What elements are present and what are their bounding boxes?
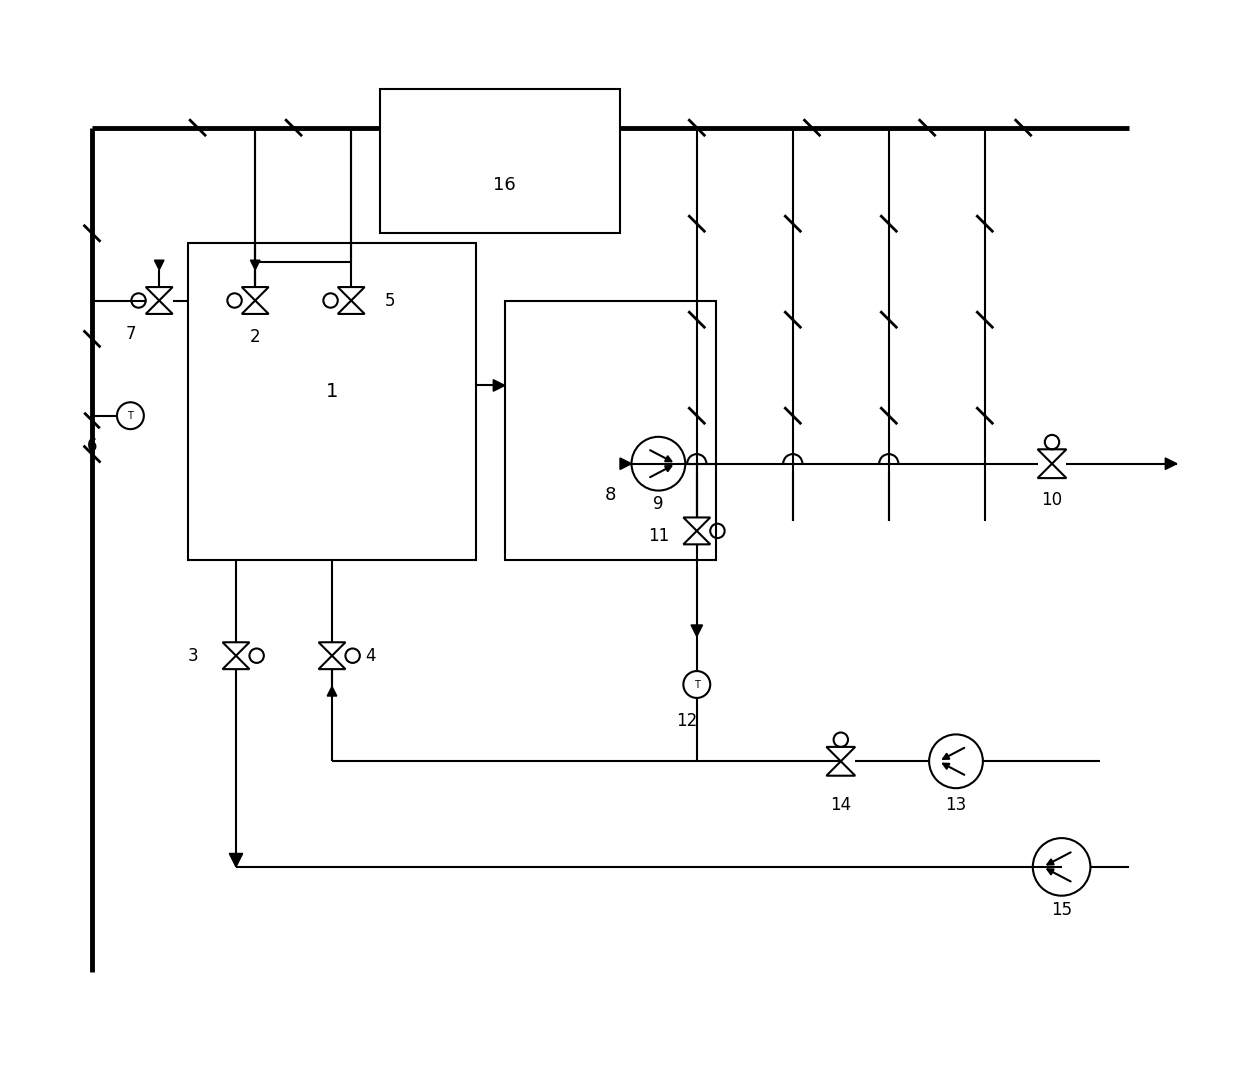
Polygon shape (250, 261, 260, 270)
Polygon shape (1038, 464, 1066, 478)
Polygon shape (826, 747, 856, 761)
Polygon shape (826, 761, 856, 776)
Text: 4: 4 (365, 646, 376, 665)
Polygon shape (1038, 450, 1066, 464)
Text: 13: 13 (945, 796, 967, 814)
Polygon shape (242, 301, 269, 313)
Polygon shape (691, 625, 703, 637)
Polygon shape (222, 656, 249, 669)
Polygon shape (222, 642, 249, 656)
Text: 9: 9 (653, 495, 663, 513)
Text: T: T (694, 680, 699, 690)
Polygon shape (337, 288, 365, 301)
Polygon shape (683, 531, 711, 545)
Polygon shape (494, 379, 505, 391)
Text: 11: 11 (647, 526, 670, 545)
Polygon shape (242, 288, 269, 301)
Polygon shape (337, 301, 365, 313)
Text: 3: 3 (187, 646, 198, 665)
Polygon shape (327, 686, 337, 696)
Polygon shape (319, 656, 346, 669)
Polygon shape (1166, 458, 1177, 469)
Bar (188, 243, 476, 560)
Polygon shape (146, 288, 172, 301)
Text: 7: 7 (125, 325, 135, 343)
Text: 8: 8 (605, 485, 616, 504)
Text: 10: 10 (1042, 491, 1063, 509)
Text: 2: 2 (250, 328, 260, 346)
Text: T: T (128, 411, 134, 421)
Bar (379, 90, 620, 233)
Text: 16: 16 (494, 176, 516, 195)
Polygon shape (683, 518, 711, 531)
Polygon shape (146, 301, 172, 313)
Text: 12: 12 (677, 712, 698, 730)
Polygon shape (620, 458, 631, 469)
Text: 6: 6 (87, 438, 97, 455)
Bar (505, 301, 715, 560)
Text: 5: 5 (384, 292, 394, 309)
Text: 1: 1 (326, 383, 339, 401)
Polygon shape (155, 261, 164, 270)
Text: 14: 14 (831, 796, 852, 814)
Polygon shape (229, 854, 243, 867)
Polygon shape (319, 642, 346, 656)
Text: 15: 15 (1052, 902, 1073, 919)
